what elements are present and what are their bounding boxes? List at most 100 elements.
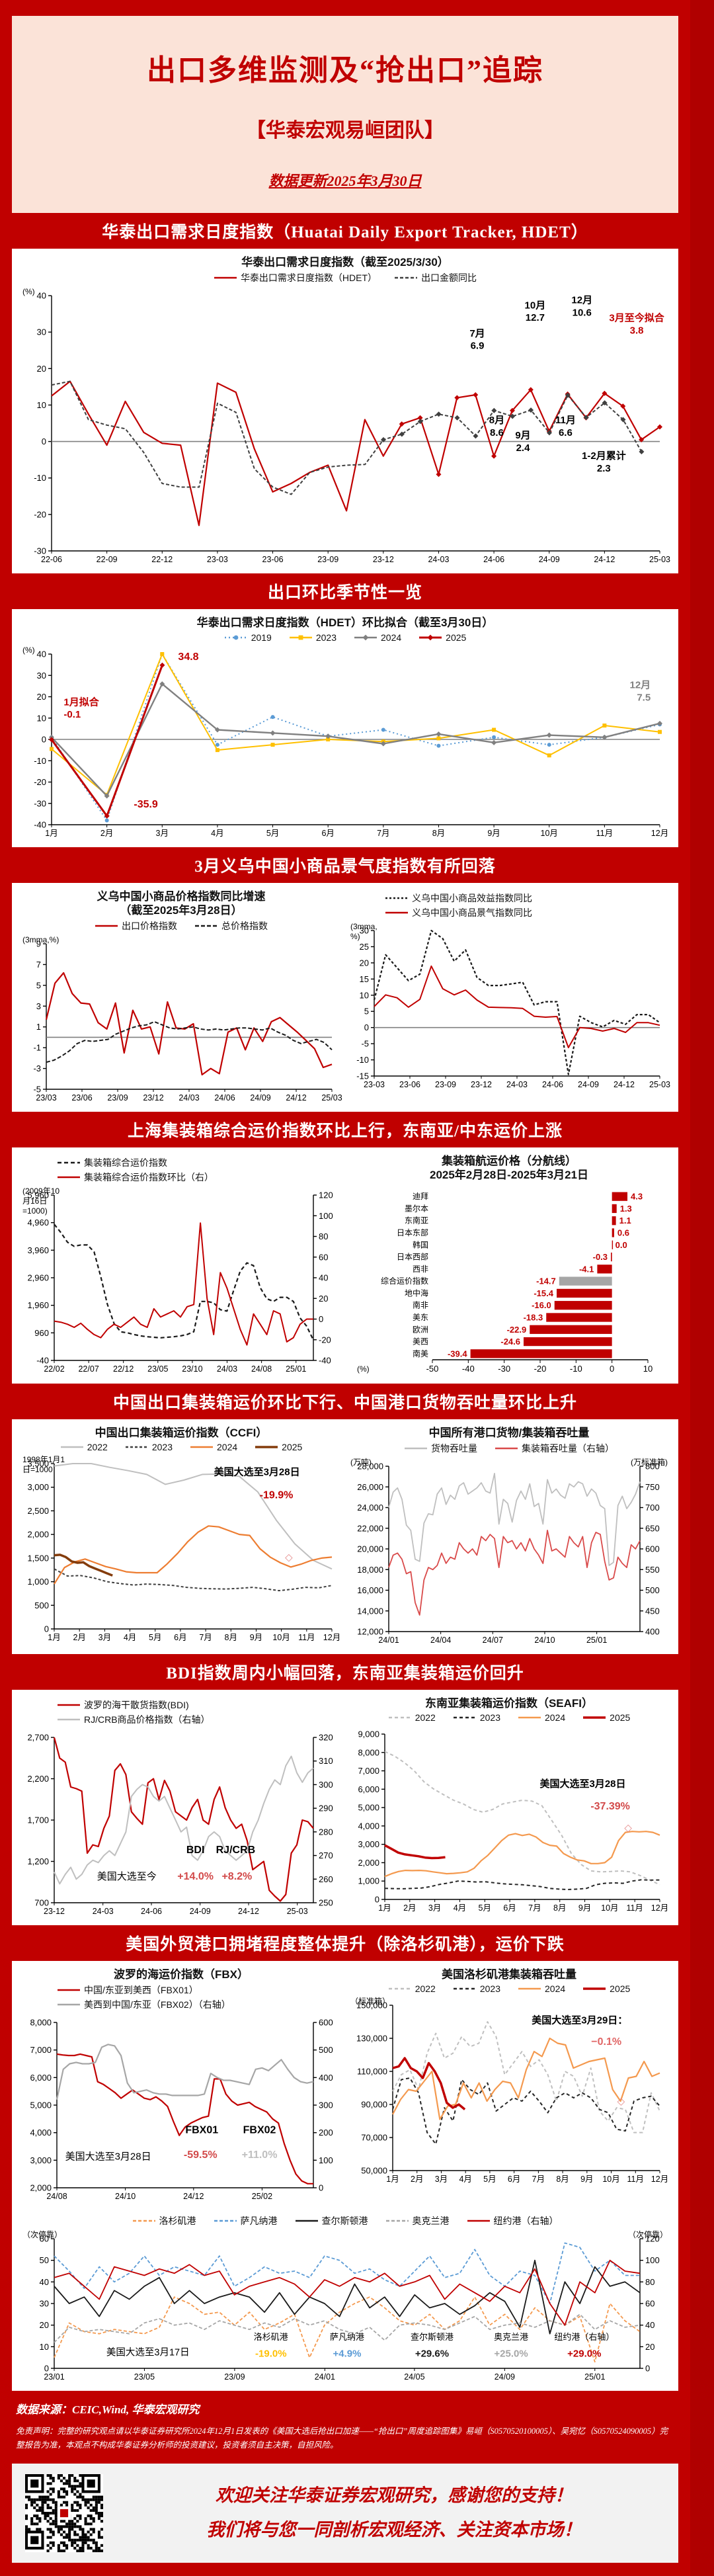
svg-text:8月8.6: 8月 8.6	[489, 415, 504, 438]
svg-text:6,000: 6,000	[358, 1784, 379, 1794]
svg-text:24/01: 24/01	[378, 1636, 399, 1645]
svg-text:40: 40	[40, 2277, 49, 2287]
svg-text:23-03: 23-03	[364, 1080, 385, 1089]
legend-item: 2025	[583, 1983, 631, 1994]
svg-text:10月: 10月	[601, 1903, 618, 1913]
svg-text:20: 20	[645, 2342, 654, 2352]
legend-item: 货物吞吐量	[405, 1442, 477, 1454]
legend-item: 萨凡纳港	[214, 2216, 278, 2226]
svg-text:-10: -10	[34, 755, 46, 765]
chart-canvas-china-ports: 28,000 26,000 24,000 22,000 20,000 18,000 16,0…	[348, 1456, 670, 1649]
svg-text:2,000: 2,000	[358, 1858, 379, 1868]
svg-text:5: 5	[364, 1006, 369, 1016]
svg-text:500: 500	[34, 1600, 49, 1610]
chart-legend: 波罗的海干散货指数(BDI) RJ/CRB商品价格指数（右轴）	[57, 1698, 342, 1726]
svg-text:3,000: 3,000	[358, 1839, 379, 1849]
svg-text:-1: -1	[33, 1043, 41, 1053]
legend-item: 集装箱综合运价指数	[58, 1157, 167, 1168]
legend-item: 华泰出口需求日度指数（HDET）	[214, 272, 377, 284]
svg-text:100: 100	[645, 2255, 660, 2265]
svg-text:1.1: 1.1	[619, 1216, 631, 1226]
svg-text:12,000: 12,000	[357, 1626, 383, 1636]
svg-text:5,000: 5,000	[358, 1803, 379, 1813]
svg-text:300: 300	[319, 1780, 333, 1790]
svg-text:纽约港（右轴）: 纽约港（右轴）	[554, 2332, 614, 2342]
svg-text:11月: 11月	[298, 1633, 315, 1642]
svg-text:700: 700	[34, 1897, 49, 1907]
svg-text:（次停靠）: （次停靠）	[628, 2229, 668, 2239]
legend-item: 2023	[125, 1441, 173, 1452]
svg-text:100: 100	[319, 1211, 333, 1221]
svg-text:280: 280	[319, 1827, 333, 1837]
legend-item: 2023	[453, 1712, 500, 1723]
svg-text:-35.9: -35.9	[134, 799, 158, 810]
chart-title: 集装箱航运价格（分航线） 2025年2月28日-2025年3月21日	[429, 1155, 589, 1182]
svg-text:600: 600	[319, 2018, 333, 2028]
svg-text:250: 250	[319, 1897, 333, 1907]
svg-text:4月: 4月	[459, 2175, 471, 2184]
svg-text:25-03: 25-03	[649, 555, 670, 564]
svg-text:-14.7: -14.7	[536, 1276, 556, 1286]
svg-text:-20: -20	[34, 777, 46, 787]
chart-legend: 2022 2023 2024 2025	[20, 1442, 342, 1452]
chart-title: 中国出口集装箱运价指数（CCFI）	[95, 1426, 268, 1439]
svg-text:10: 10	[40, 2342, 49, 2352]
chart-la-port: 美国洛杉矶港集装箱吞吐量 2022 2023 2024 2025 150,000 130…	[348, 1968, 670, 2205]
svg-text:10月: 10月	[272, 1633, 290, 1642]
svg-text:23-12: 23-12	[471, 1080, 492, 1089]
qr-code-icon	[25, 2473, 103, 2552]
chart-canvas-ccfi: 3,500 3,000 2,500 2,000 1,500 1,000 500 0 1月 2月 3月…	[20, 1453, 342, 1646]
svg-text:6,000: 6,000	[30, 2073, 52, 2083]
svg-text:-20: -20	[534, 1364, 547, 1374]
svg-text:9: 9	[36, 939, 41, 949]
svg-text:0: 0	[364, 1022, 369, 1032]
svg-text:10月: 10月	[602, 2175, 619, 2184]
svg-text:-3: -3	[33, 1063, 41, 1073]
legend-item: 2023	[453, 1983, 500, 1994]
chart-canvas-port-congestion: 60 50 40 30 20 10 0 120 100 80 60 40 20 0 23/01 23/05 23…	[20, 2228, 670, 2386]
svg-text:24/12: 24/12	[286, 1093, 306, 1102]
svg-text:23/09: 23/09	[107, 1093, 128, 1102]
svg-text:8,000: 8,000	[30, 2018, 52, 2028]
svg-text:22/02: 22/02	[44, 1364, 64, 1374]
svg-text:23/06: 23/06	[71, 1093, 92, 1102]
svg-text:960: 960	[34, 1328, 49, 1338]
svg-text:260: 260	[319, 1874, 333, 1884]
svg-text:4,000: 4,000	[30, 2128, 52, 2138]
chart-scfi: 集装箱综合运价指数 集装箱综合运价指数环比（右） 5,960 4,960 3,960 2…	[20, 1154, 342, 1378]
svg-text:4月: 4月	[454, 1903, 466, 1913]
svg-text:美西: 美西	[413, 1337, 428, 1346]
svg-text:3月: 3月	[156, 829, 169, 838]
chart-bdi: 波罗的海干散货指数(BDI) RJ/CRB商品价格指数（右轴） 2,700 2,20…	[20, 1696, 342, 1920]
svg-text:23-09: 23-09	[435, 1080, 456, 1089]
svg-text:-40: -40	[319, 1356, 331, 1366]
svg-text:0.6: 0.6	[617, 1227, 629, 1237]
chart-title: 波罗的海运价指数（FBX）	[114, 1968, 249, 1981]
svg-text:+29.0%: +29.0%	[567, 2348, 601, 2359]
chart-china-ports: 中国所有港口货物/集装箱吞吐量 货物吞吐量 集装箱吞吐量（右轴） 28,000 26…	[348, 1426, 670, 1649]
svg-text:30: 30	[37, 670, 46, 680]
chart-canvas-seasonality: 40 30 20 10 0 -10 -20 -30 -40 1月 2月 3月 4月 5月 6月 7月 8月 9月 1…	[20, 644, 670, 842]
svg-text:BDI: BDI	[186, 1845, 205, 1856]
svg-text:25: 25	[360, 941, 369, 951]
svg-text:50: 50	[40, 2255, 49, 2265]
svg-text:-30: -30	[34, 546, 46, 556]
chart-legend: 2019 2023 2024 2025	[20, 632, 670, 643]
svg-text:-20: -20	[34, 510, 46, 520]
svg-text:◇: ◇	[624, 1822, 632, 1833]
svg-text:750: 750	[645, 1482, 660, 1492]
thanks-line-1: 欢迎关注华泰证券宏观研究，感谢您的支持！	[216, 2485, 573, 2506]
svg-text:5,000: 5,000	[30, 2100, 52, 2110]
svg-text:23/12: 23/12	[143, 1093, 163, 1102]
svg-text:24-09: 24-09	[578, 1080, 599, 1089]
svg-text:23/10: 23/10	[182, 1364, 202, 1374]
svg-text:7月: 7月	[377, 829, 389, 838]
svg-text:+11.0%: +11.0%	[242, 2149, 278, 2161]
svg-text:FBX02: FBX02	[243, 2125, 276, 2136]
svg-text:7月: 7月	[199, 1633, 212, 1642]
svg-text:-15: -15	[356, 1071, 369, 1081]
svg-text:24/09: 24/09	[250, 1093, 270, 1102]
legend-item: 中国/东亚到美西（FBX01）	[58, 1985, 198, 1995]
chart-canvas-bdi: 2,700 2,200 1,700 1,200 700 320 310 300 290 280 27…	[20, 1727, 342, 1920]
